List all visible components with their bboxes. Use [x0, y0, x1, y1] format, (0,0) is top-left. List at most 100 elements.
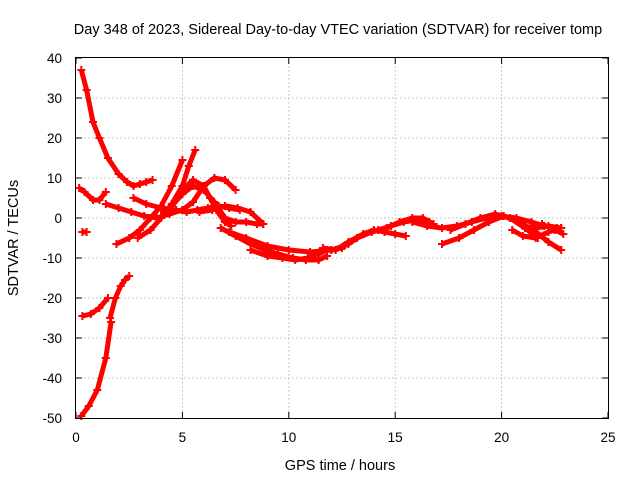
data-point	[93, 386, 102, 394]
data-point	[84, 402, 93, 410]
data-point	[242, 234, 251, 242]
data-point	[167, 202, 176, 210]
data-point	[438, 224, 447, 232]
data-point	[395, 218, 404, 226]
series-arc-2	[77, 318, 116, 420]
data-point	[129, 182, 138, 190]
data-point	[327, 246, 336, 254]
x-tick-label: 20	[494, 430, 509, 445]
data-point	[446, 226, 455, 234]
y-tick-label: -40	[42, 371, 62, 386]
data-point	[278, 254, 287, 262]
y-tick-label: -50	[42, 411, 62, 426]
data-point	[220, 218, 229, 226]
data-point	[220, 202, 229, 210]
data-point	[231, 218, 240, 226]
data-point	[401, 232, 410, 240]
data-point	[184, 162, 193, 170]
series-line	[528, 221, 565, 237]
data-point	[178, 186, 187, 194]
data-point	[303, 254, 312, 262]
y-tick-label: -20	[42, 291, 62, 306]
data-point	[391, 230, 400, 238]
data-point	[80, 188, 89, 196]
data-point	[199, 182, 208, 190]
data-point	[208, 206, 217, 214]
data-point	[148, 176, 157, 184]
data-point	[95, 304, 104, 312]
series-arc-11	[157, 174, 240, 216]
data-point	[189, 176, 198, 184]
data-point	[231, 186, 240, 194]
data-point	[216, 224, 225, 232]
data-point	[135, 226, 144, 234]
y-tick-label: 30	[47, 91, 62, 106]
data-point	[114, 170, 123, 178]
data-point	[78, 312, 87, 320]
data-point	[263, 252, 272, 260]
data-point	[101, 200, 110, 208]
data-point	[103, 294, 112, 302]
data-point	[146, 226, 155, 234]
data-point	[111, 294, 120, 302]
data-point	[142, 178, 151, 186]
data-point	[133, 234, 142, 242]
data-point	[101, 354, 110, 362]
data-point	[344, 240, 353, 248]
data-point	[506, 214, 515, 222]
data-point	[538, 220, 547, 228]
data-point	[527, 218, 536, 226]
data-point	[167, 182, 176, 190]
y-tick-label: 10	[47, 171, 62, 186]
data-point	[95, 196, 104, 204]
data-point	[423, 222, 432, 230]
data-point	[101, 188, 110, 196]
data-point	[508, 226, 517, 234]
data-point	[123, 178, 132, 186]
y-tick-label: 0	[54, 211, 62, 226]
data-point	[518, 222, 527, 230]
series-arc-14	[195, 202, 268, 228]
series-arc-13	[178, 176, 236, 230]
series-arc-20	[344, 226, 410, 248]
data-point	[318, 244, 327, 252]
data-point	[291, 256, 300, 264]
data-point	[103, 154, 112, 162]
data-point	[525, 226, 534, 234]
data-point	[418, 214, 427, 222]
data-point	[140, 212, 149, 220]
data-point	[438, 240, 447, 248]
x-tick-label: 15	[388, 430, 403, 445]
data-point	[157, 206, 166, 214]
data-point	[142, 200, 151, 208]
data-point	[206, 194, 215, 202]
data-point	[246, 208, 255, 216]
data-point	[408, 218, 417, 226]
data-point	[559, 230, 568, 238]
data-point	[178, 156, 187, 164]
data-point	[246, 246, 255, 254]
data-point	[191, 146, 200, 154]
data-point	[557, 246, 566, 254]
data-point	[233, 204, 242, 212]
plot-area	[75, 66, 568, 420]
series-arc-4	[78, 294, 112, 320]
y-tick-label: 40	[47, 51, 62, 66]
data-point	[82, 86, 91, 94]
tick-layer: 0 5 10 15 20 25 -50 -40 -30 -20 -10 0 10 20 30 40	[42, 51, 615, 445]
y-tick-label: 20	[47, 131, 62, 146]
series-line	[81, 296, 110, 319]
data-point	[259, 220, 268, 228]
data-point	[120, 276, 129, 284]
data-point	[550, 226, 559, 234]
series-arc-3	[106, 272, 134, 322]
data-point	[178, 206, 187, 214]
data-point	[531, 234, 540, 242]
data-point	[189, 198, 198, 206]
series-arc-6	[78, 228, 91, 236]
x-axis-label: GPS time / hours	[285, 458, 395, 474]
series-arc-1	[77, 66, 157, 190]
data-point	[127, 208, 136, 216]
data-point	[284, 246, 293, 254]
data-point	[518, 232, 527, 240]
